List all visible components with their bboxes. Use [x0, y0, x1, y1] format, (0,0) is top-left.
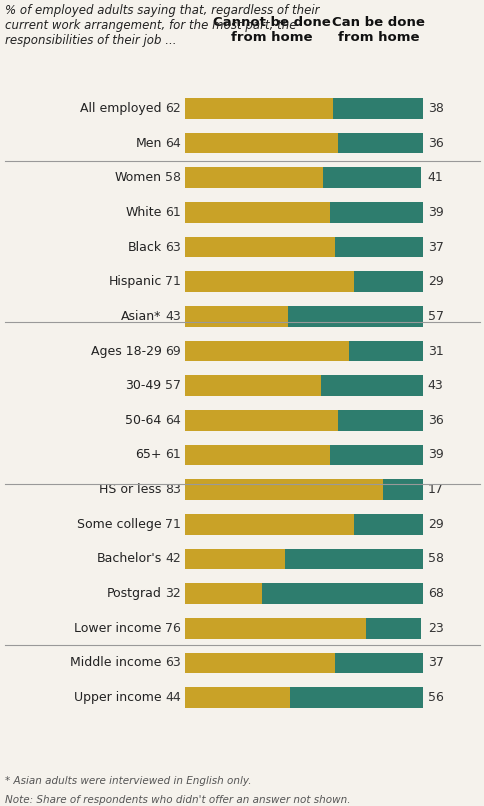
- Text: Bachelor's: Bachelor's: [96, 552, 161, 566]
- Text: 65+: 65+: [135, 448, 161, 462]
- Bar: [348, 341, 422, 361]
- Text: 71: 71: [165, 517, 181, 531]
- Text: HS or less: HS or less: [99, 483, 161, 496]
- Text: 63: 63: [165, 240, 181, 254]
- Bar: [332, 98, 422, 118]
- Text: Asian*: Asian*: [121, 310, 161, 323]
- Text: 31: 31: [427, 344, 443, 358]
- Bar: [320, 376, 422, 396]
- Text: 71: 71: [165, 275, 181, 289]
- Bar: [330, 202, 422, 222]
- Text: 64: 64: [165, 413, 181, 427]
- Text: 58: 58: [427, 552, 443, 566]
- Text: 76: 76: [165, 621, 181, 635]
- Text: 69: 69: [165, 344, 181, 358]
- Text: 32: 32: [165, 587, 181, 600]
- Text: Women: Women: [114, 171, 161, 185]
- Text: 50-64: 50-64: [125, 413, 161, 427]
- Text: 42: 42: [165, 552, 181, 566]
- Bar: [365, 618, 420, 638]
- Text: 39: 39: [427, 448, 443, 462]
- Text: Middle income: Middle income: [70, 656, 161, 670]
- Bar: [337, 133, 422, 153]
- Text: Note: Share of respondents who didn't offer an answer not shown.: Note: Share of respondents who didn't of…: [5, 796, 349, 805]
- Text: 57: 57: [165, 379, 181, 393]
- Text: Postgrad: Postgrad: [106, 587, 161, 600]
- Bar: [330, 445, 422, 465]
- Text: 62: 62: [165, 102, 181, 115]
- Text: 57: 57: [427, 310, 443, 323]
- Bar: [185, 376, 320, 396]
- Text: 30-49: 30-49: [125, 379, 161, 393]
- Bar: [185, 584, 261, 604]
- Text: 43: 43: [165, 310, 181, 323]
- Text: 23: 23: [427, 621, 443, 635]
- Text: 36: 36: [427, 136, 443, 150]
- Text: White: White: [125, 206, 161, 219]
- Text: * Asian adults were interviewed in English only.: * Asian adults were interviewed in Engli…: [5, 776, 251, 786]
- Bar: [185, 445, 330, 465]
- Bar: [185, 549, 285, 569]
- Text: Ages 18-29: Ages 18-29: [91, 344, 161, 358]
- Bar: [185, 98, 332, 118]
- Bar: [185, 410, 337, 430]
- Bar: [185, 133, 337, 153]
- Text: 39: 39: [427, 206, 443, 219]
- Text: Lower income: Lower income: [74, 621, 161, 635]
- Bar: [334, 237, 422, 257]
- Text: 38: 38: [427, 102, 443, 115]
- Text: 43: 43: [427, 379, 443, 393]
- Text: 61: 61: [165, 206, 181, 219]
- Text: 61: 61: [165, 448, 181, 462]
- Text: 56: 56: [427, 691, 443, 704]
- Bar: [323, 168, 420, 188]
- Text: 64: 64: [165, 136, 181, 150]
- Bar: [353, 514, 422, 534]
- Bar: [334, 653, 422, 673]
- Bar: [287, 306, 422, 326]
- Text: 17: 17: [427, 483, 443, 496]
- Text: Cannot be done
from home: Cannot be done from home: [212, 16, 330, 44]
- Bar: [185, 341, 348, 361]
- Bar: [185, 272, 353, 292]
- Text: 58: 58: [165, 171, 181, 185]
- Bar: [185, 688, 289, 708]
- Text: Upper income: Upper income: [74, 691, 161, 704]
- Bar: [261, 584, 422, 604]
- Bar: [337, 410, 422, 430]
- Bar: [185, 653, 334, 673]
- Text: % of employed adults saying that, regardless of their
current work arrangement, : % of employed adults saying that, regard…: [5, 4, 318, 47]
- Bar: [185, 306, 287, 326]
- Text: Some college: Some college: [77, 517, 161, 531]
- Text: All employed: All employed: [80, 102, 161, 115]
- Text: 41: 41: [427, 171, 443, 185]
- Text: 36: 36: [427, 413, 443, 427]
- Text: 63: 63: [165, 656, 181, 670]
- Text: 68: 68: [427, 587, 443, 600]
- Text: 44: 44: [165, 691, 181, 704]
- Bar: [185, 202, 330, 222]
- Bar: [285, 549, 422, 569]
- Bar: [185, 514, 353, 534]
- Bar: [185, 237, 334, 257]
- Text: 29: 29: [427, 275, 443, 289]
- Text: Black: Black: [127, 240, 161, 254]
- Bar: [289, 688, 422, 708]
- Bar: [185, 168, 323, 188]
- Text: Men: Men: [135, 136, 161, 150]
- Text: 37: 37: [427, 656, 443, 670]
- Bar: [185, 618, 365, 638]
- Bar: [353, 272, 422, 292]
- Bar: [382, 480, 422, 500]
- Text: Can be done
from home: Can be done from home: [331, 16, 424, 44]
- Text: Hispanic: Hispanic: [108, 275, 161, 289]
- Text: 83: 83: [165, 483, 181, 496]
- Text: 29: 29: [427, 517, 443, 531]
- Bar: [185, 480, 382, 500]
- Text: 37: 37: [427, 240, 443, 254]
